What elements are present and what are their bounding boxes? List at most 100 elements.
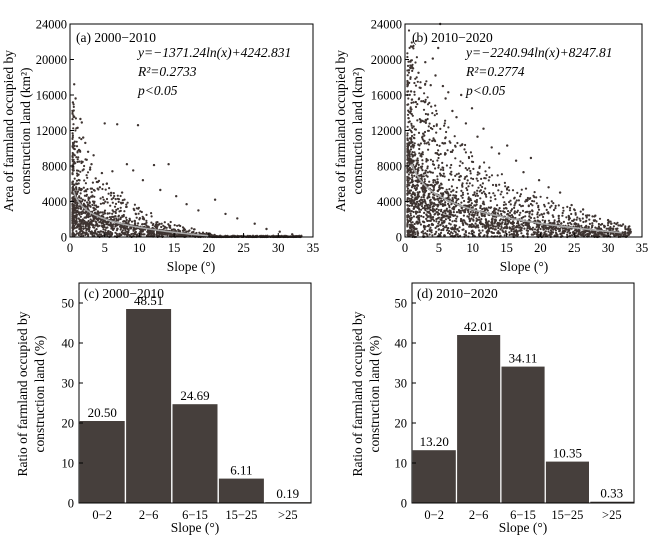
- panel-a-point: [190, 227, 193, 230]
- panel-b-point: [543, 212, 546, 215]
- panel-b-point: [431, 160, 435, 163]
- panel-b-point: [412, 215, 415, 218]
- panel-b-point: [499, 228, 502, 231]
- panel-a-ytick-label: 8000: [42, 160, 67, 174]
- panel-b-point: [485, 207, 488, 210]
- panel-b-point: [435, 220, 438, 223]
- panel-b-point: [426, 210, 429, 213]
- panel-a-point: [123, 198, 126, 201]
- panel-b-point: [509, 221, 512, 225]
- panel-b-point: [437, 164, 440, 167]
- panel-b-point: [407, 97, 410, 100]
- panel-b-point: [417, 166, 420, 169]
- panel-b-point: [492, 192, 495, 195]
- panel-a-point: [91, 203, 94, 206]
- panel-b-point: [426, 103, 430, 106]
- panel-b-point: [479, 220, 482, 223]
- panel-d-category-label: 6−15: [510, 508, 536, 522]
- panel-b-point: [590, 226, 594, 229]
- panel-a-point: [80, 138, 83, 141]
- panel-a-point: [77, 212, 80, 215]
- panel-a-point: [90, 223, 93, 226]
- panel-b-point: [420, 205, 424, 208]
- panel-b-point: [451, 149, 454, 152]
- panel-c-value-label: 48.51: [134, 293, 163, 308]
- panel-b-point: [443, 124, 446, 127]
- panel-b-point: [586, 229, 589, 232]
- panel-a-point: [73, 140, 76, 143]
- panel-b-point: [506, 226, 509, 229]
- panel-a-point: [132, 232, 135, 235]
- panel-c-ytick-label: 40: [62, 337, 75, 351]
- panel-b-point: [408, 166, 411, 169]
- panel-b-point: [573, 208, 576, 211]
- panel-a-point: [143, 222, 146, 226]
- panel-b-point: [483, 161, 486, 164]
- panel-b-point: [547, 186, 550, 189]
- panel-b-point: [602, 234, 605, 237]
- panel-a-point: [123, 233, 126, 236]
- panel-b-point: [449, 172, 452, 175]
- panel-a-point: [110, 232, 113, 235]
- panel-b-point: [455, 211, 459, 214]
- panel-b-point: [413, 142, 416, 145]
- panel-b-point: [418, 152, 421, 155]
- panel-b-point: [423, 211, 426, 214]
- panel-b-point: [448, 232, 451, 236]
- panel-a-point: [152, 232, 155, 235]
- panel-b-point: [517, 199, 521, 202]
- panel-b-point: [498, 207, 501, 210]
- panel-a-point: [125, 205, 128, 208]
- panel-b-point: [424, 202, 427, 205]
- panel-b-point: [546, 211, 549, 214]
- panel-b-point: [425, 233, 428, 236]
- panel-a-point: [79, 192, 82, 195]
- panel-a-point: [72, 222, 75, 225]
- panel-a-point: [101, 187, 104, 191]
- panel-b-point: [453, 219, 456, 222]
- panel-b-point: [468, 217, 471, 220]
- panel-b-point: [466, 188, 469, 192]
- panel-a-point: [155, 224, 158, 228]
- panel-a-point: [91, 181, 94, 184]
- panel-b-point: [504, 221, 507, 224]
- panel-b-point: [416, 184, 419, 187]
- panel-b-point: [496, 212, 499, 215]
- panel-b-point: [409, 148, 413, 151]
- panel-b-point: [430, 231, 433, 234]
- panel-b-point: [413, 81, 416, 85]
- panel-d-ytick-label: 20: [395, 417, 408, 431]
- panel-a-point: [78, 205, 81, 208]
- panel-b-point: [420, 177, 423, 180]
- panel-b-point: [481, 225, 484, 228]
- panel-b-point: [439, 192, 443, 195]
- panel-b-point: [483, 177, 486, 180]
- panel-b-point: [479, 189, 482, 192]
- panel-c-axes: 20.50 0−2 48.51 2−6 24.69 6−15 6.11 15−25 0.19 >2…: [62, 293, 300, 522]
- panel-b-point: [419, 81, 422, 84]
- panel-a-point: [75, 207, 78, 210]
- panel-b-point: [421, 135, 424, 138]
- panel-b-point: [577, 229, 580, 232]
- panel-b-point: [421, 159, 424, 162]
- panel-b-point: [441, 174, 444, 178]
- panel-b-point: [603, 226, 606, 229]
- panel-b-point: [421, 162, 424, 165]
- panel-b-point: [513, 197, 516, 200]
- panel-b-point: [441, 161, 444, 164]
- panel-b-point: [420, 186, 423, 189]
- panel-b-point: [406, 139, 409, 142]
- panel-a-point: [85, 221, 88, 224]
- panel-b-point: [606, 224, 610, 227]
- panel-b-point: [501, 218, 505, 221]
- panel-a-point: [108, 223, 111, 226]
- panel-d-bar-4: [545, 461, 589, 503]
- panel-b-point: [526, 196, 530, 200]
- panel-b-point: [443, 175, 446, 178]
- panel-b-point: [434, 104, 437, 107]
- panel-b-point: [529, 216, 533, 219]
- panel-a-point: [175, 195, 178, 198]
- panel-b-point: [502, 196, 505, 199]
- panel-b-point: [476, 214, 479, 217]
- panel-a-point: [84, 158, 87, 161]
